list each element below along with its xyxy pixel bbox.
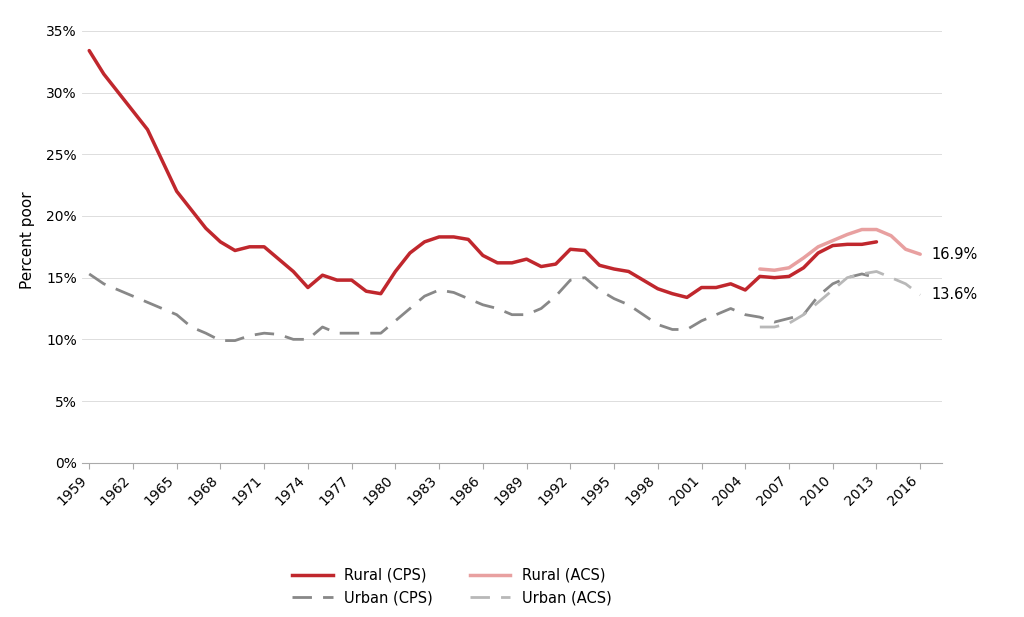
- Text: 16.9%: 16.9%: [932, 247, 978, 262]
- Rural (ACS): [798, 254, 810, 262]
- Urban (CPS): [214, 337, 226, 344]
- Urban (CPS): [870, 274, 883, 281]
- Urban (CPS): [171, 311, 183, 318]
- Rural (CPS): [171, 188, 183, 195]
- Urban (CPS): [244, 332, 256, 339]
- Legend: Rural (CPS), Urban (CPS), Rural (ACS), Urban (ACS): Rural (CPS), Urban (CPS), Rural (ACS), U…: [286, 562, 617, 611]
- Line: Urban (ACS): Urban (ACS): [760, 271, 921, 327]
- Y-axis label: Percent poor: Percent poor: [20, 192, 35, 289]
- Urban (ACS): [899, 280, 911, 288]
- Urban (ACS): [768, 323, 780, 331]
- Rural (CPS): [681, 294, 693, 301]
- Urban (ACS): [856, 270, 868, 278]
- Line: Rural (CPS): Rural (CPS): [89, 51, 877, 297]
- Urban (CPS): [389, 317, 401, 325]
- Rural (ACS): [768, 267, 780, 274]
- Text: 13.6%: 13.6%: [932, 288, 978, 302]
- Rural (ACS): [870, 226, 883, 233]
- Rural (ACS): [885, 232, 897, 239]
- Urban (ACS): [841, 274, 853, 281]
- Urban (ACS): [754, 323, 766, 331]
- Urban (ACS): [870, 268, 883, 275]
- Rural (CPS): [83, 47, 95, 54]
- Urban (ACS): [885, 274, 897, 281]
- Urban (ACS): [798, 311, 810, 318]
- Rural (ACS): [914, 251, 927, 258]
- Rural (ACS): [783, 264, 796, 271]
- Urban (CPS): [83, 270, 95, 278]
- Rural (ACS): [899, 246, 911, 253]
- Rural (ACS): [812, 243, 824, 251]
- Rural (ACS): [856, 226, 868, 233]
- Rural (CPS): [375, 290, 387, 297]
- Rural (CPS): [228, 247, 241, 254]
- Urban (ACS): [812, 299, 824, 306]
- Urban (ACS): [826, 286, 839, 294]
- Rural (CPS): [856, 241, 868, 248]
- Rural (CPS): [870, 238, 883, 246]
- Rural (ACS): [841, 231, 853, 238]
- Urban (ACS): [783, 320, 796, 327]
- Urban (ACS): [914, 291, 927, 299]
- Rural (CPS): [798, 264, 810, 271]
- Rural (CPS): [272, 255, 285, 263]
- Rural (ACS): [754, 265, 766, 273]
- Rural (ACS): [826, 237, 839, 244]
- Line: Rural (ACS): Rural (ACS): [760, 230, 921, 270]
- Urban (CPS): [287, 336, 299, 343]
- Urban (CPS): [798, 311, 810, 318]
- Line: Urban (CPS): Urban (CPS): [89, 274, 877, 341]
- Urban (CPS): [856, 270, 868, 278]
